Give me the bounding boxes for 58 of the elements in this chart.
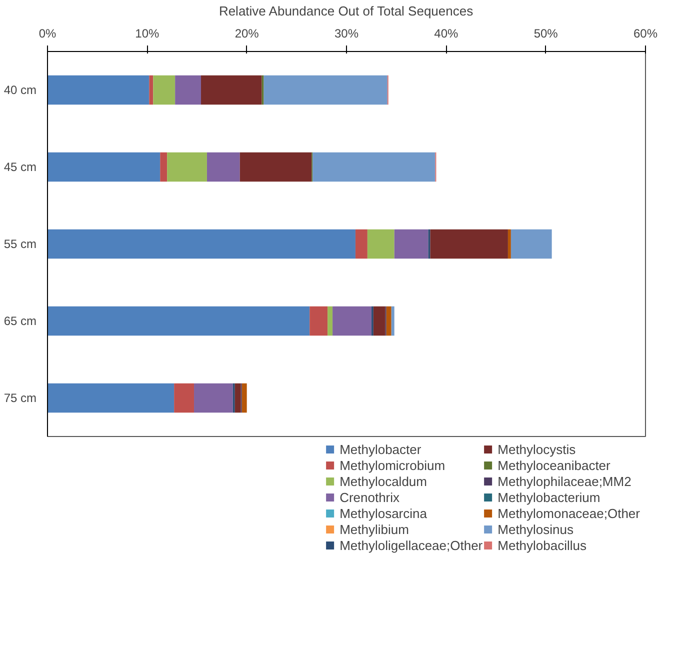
bar: [386, 306, 392, 336]
x-tick-label: 40%: [434, 26, 459, 40]
legend-label: Methylobacterium: [498, 489, 600, 505]
y-tick-label: 65 cm: [4, 314, 37, 328]
bar: [149, 75, 154, 105]
bar: [312, 152, 436, 182]
legend-label: Crenothrix: [340, 489, 400, 505]
x-axis-title: Relative Abundance Out of Total Sequences: [218, 4, 474, 18]
x-tick-label: 50%: [534, 26, 558, 40]
bar: [174, 383, 194, 413]
bar: [48, 306, 310, 336]
bar: [391, 306, 394, 336]
legend-label: Methylibium: [340, 521, 409, 537]
legend-label: Methylobacter: [340, 441, 422, 457]
bar: [332, 306, 372, 336]
legend-label: Methyloceanibacter: [498, 457, 610, 473]
bar: [48, 152, 160, 182]
bar: [264, 75, 388, 105]
bar: [394, 229, 428, 259]
y-tick-label: 75 cm: [4, 391, 37, 405]
bar: [508, 229, 511, 259]
bar: [367, 229, 394, 259]
bar: [160, 152, 168, 182]
legend-label: Methylophilaceae;MM2: [498, 473, 632, 489]
x-tick-label: 30%: [334, 26, 359, 40]
x-tick-label: 10%: [135, 26, 160, 40]
bar: [194, 383, 233, 413]
bar: [153, 75, 176, 105]
bar: [355, 229, 368, 259]
x-tick-label: 0%: [38, 26, 56, 40]
bar: [48, 383, 174, 413]
legend-label: Methylosarcina: [340, 505, 427, 521]
bar: [373, 306, 386, 336]
y-tick-label: 55 cm: [4, 237, 37, 251]
bar: [200, 75, 262, 105]
legend-label: Methyloligellaceae;Other: [340, 537, 483, 553]
bar: [242, 383, 247, 413]
legend-label: Methylosinus: [498, 521, 574, 537]
bar: [234, 383, 241, 413]
legend-label: Methylocaldum: [340, 473, 427, 489]
bar: [328, 306, 333, 336]
bar: [310, 306, 328, 336]
y-tick-label: 40 cm: [4, 83, 37, 97]
bar: [430, 229, 508, 259]
bar: [510, 229, 552, 259]
x-tick-label: 60%: [633, 26, 658, 40]
legend-label: Methylocystis: [498, 441, 576, 457]
legend-label: Methylomicrobium: [340, 457, 446, 473]
bar: [240, 152, 312, 182]
y-tick-label: 45 cm: [4, 160, 37, 174]
legend-label: Methylomonaceae;Other: [498, 505, 640, 521]
bar: [48, 75, 150, 105]
bar: [206, 152, 240, 182]
bar: [175, 75, 201, 105]
legend-label: Methylobacillus: [498, 537, 587, 553]
bar: [48, 229, 356, 259]
bar: [167, 152, 207, 182]
x-tick-label: 20%: [234, 26, 260, 40]
